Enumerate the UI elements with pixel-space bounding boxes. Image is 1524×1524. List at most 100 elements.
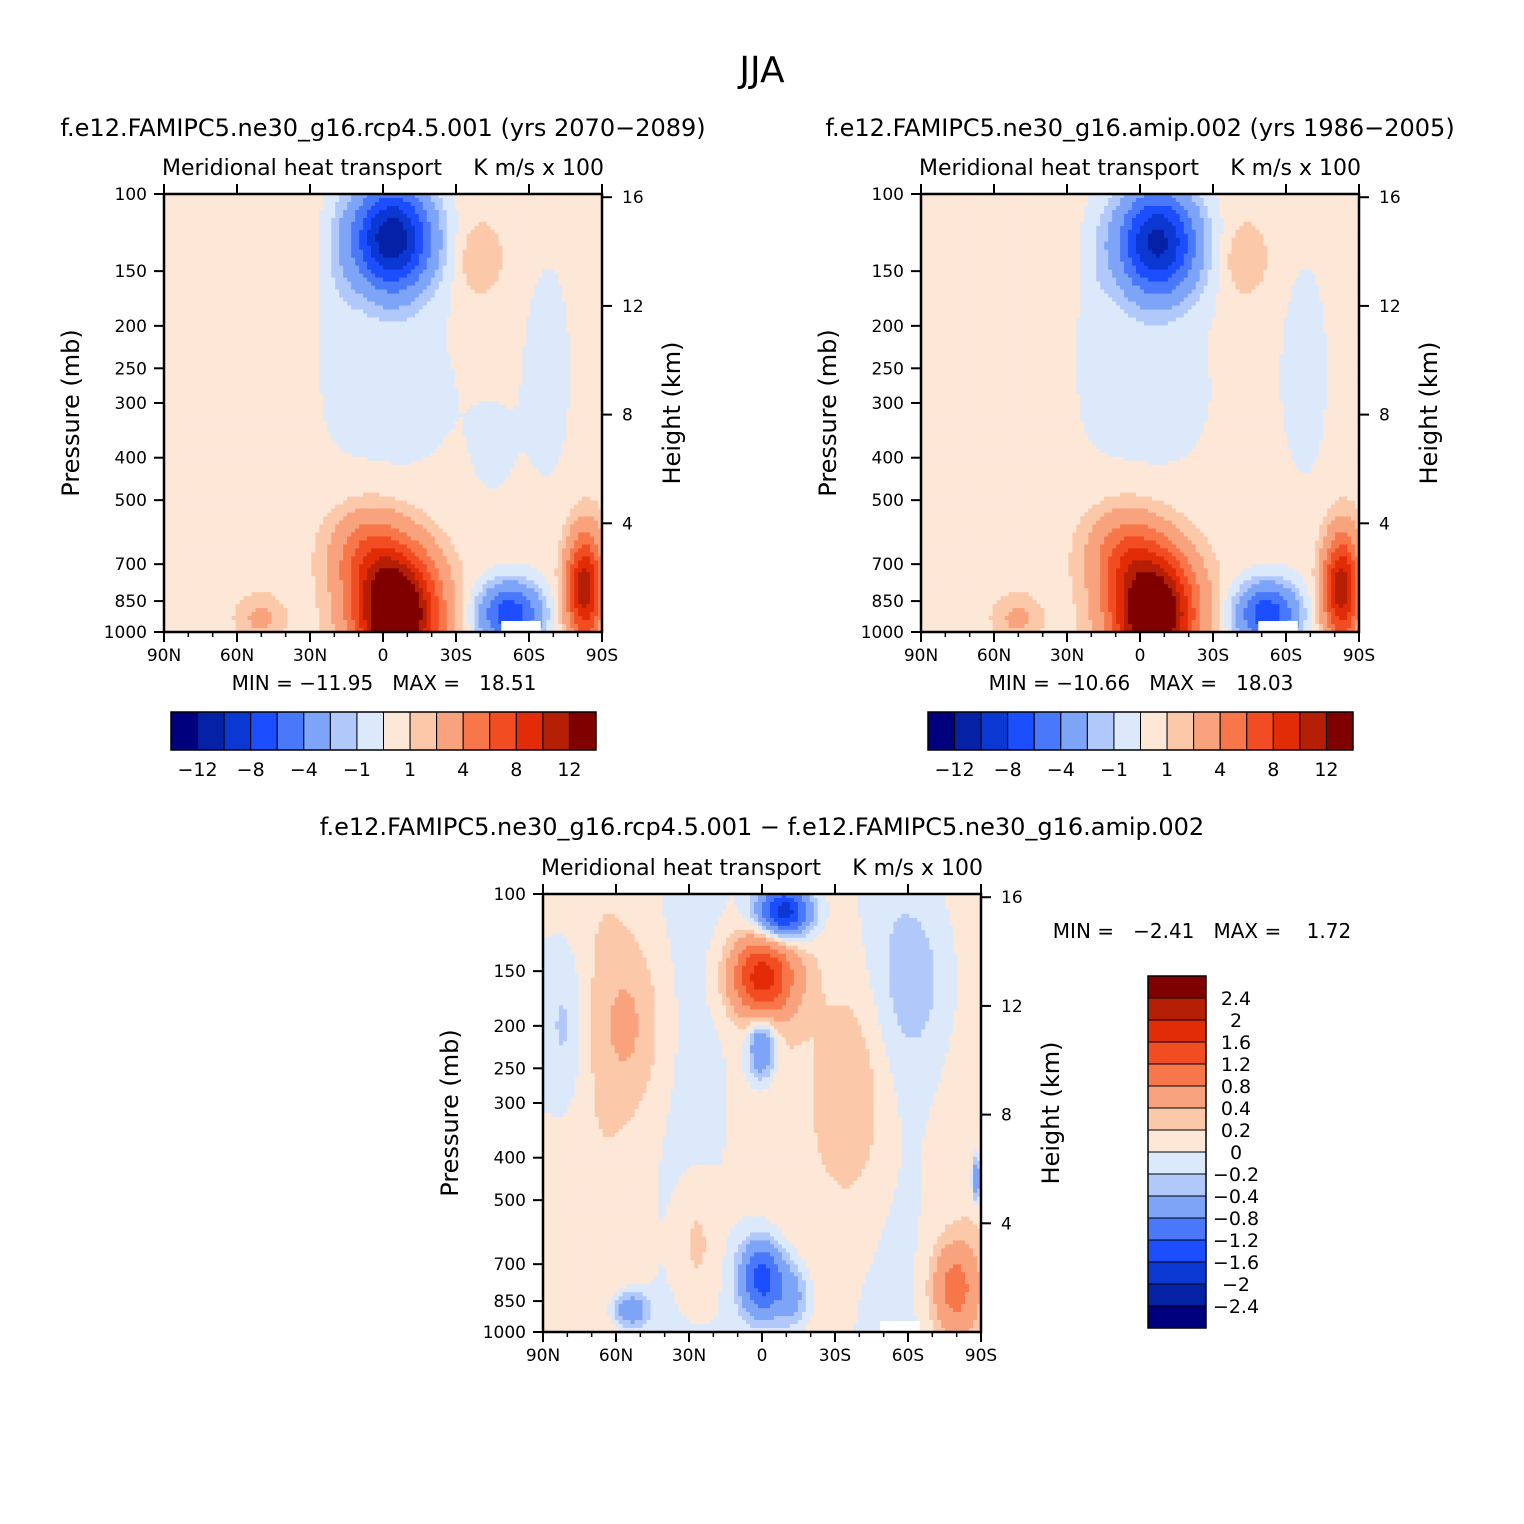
- colorbar-rcp45: −12 −8 −4 −1 1 4 8 12: [170, 711, 597, 781]
- colorbar-swatch: [1147, 975, 1207, 999]
- colorbar-swatch: [927, 711, 956, 751]
- y-tick-label: 700: [494, 1255, 526, 1275]
- colorbar-label: −1.2: [1213, 1230, 1259, 1252]
- x-tick-label: 0: [757, 1346, 768, 1366]
- colorbar-swatch: [223, 711, 252, 751]
- missing-data-mask: [1258, 621, 1298, 632]
- y2-tick-label: 16: [622, 188, 644, 208]
- colorbar-swatch: [1272, 711, 1301, 751]
- colorbar-label: −0.8: [1213, 1208, 1259, 1230]
- contour-fill: [164, 194, 602, 632]
- colorbar-swatch: [276, 711, 305, 751]
- colorbar-swatch: [1147, 1041, 1207, 1065]
- colorbar-swatch: [1147, 1085, 1207, 1109]
- y-tick-label: 1000: [861, 623, 904, 643]
- x-tick-label: 90N: [904, 646, 938, 666]
- y2-tick-label: 4: [622, 514, 633, 534]
- colorbar-amip: −12 −8 −4 −1 1 4 8 12: [927, 711, 1354, 781]
- colorbar-swatch: [515, 711, 544, 751]
- page-title: JJA: [737, 50, 785, 91]
- colorbar-swatch: [383, 711, 411, 751]
- colorbar-swatch: [1219, 711, 1248, 751]
- colorbar-swatch: [1147, 1107, 1207, 1131]
- x-tick-label: 60S: [892, 1346, 924, 1366]
- colorbar-label: 2.4: [1221, 988, 1251, 1010]
- x-tick-label: 0: [1135, 646, 1146, 666]
- panel-title-rcp45: f.e12.FAMIPC5.ne30_g16.rcp4.5.001 (yrs 2…: [60, 114, 705, 142]
- y2-tick-label: 12: [1379, 297, 1401, 317]
- colorbar-swatch: [542, 711, 570, 751]
- colorbar-swatch: [489, 711, 517, 751]
- y-tick-label: 700: [872, 555, 904, 575]
- colorbar-label: 1.6: [1221, 1032, 1251, 1054]
- y2-tick-label: 4: [1001, 1214, 1012, 1234]
- colorbar-swatch: [1113, 711, 1141, 751]
- y2-axis-label: Height (km): [1037, 1042, 1065, 1185]
- y2-tick-label: 8: [1001, 1106, 1012, 1126]
- colorbar-swatch: [170, 711, 199, 751]
- colorbar-swatch: [1033, 711, 1062, 751]
- y-tick-label: 250: [872, 359, 904, 379]
- colorbar-swatch: [1086, 711, 1115, 751]
- colorbar-difference: 2.421.61.20.80.40.20−0.2−0.4−0.8−1.2−1.6…: [1147, 975, 1259, 1329]
- y2-tick-label: 8: [1379, 406, 1390, 426]
- colorbar-label: 0.2: [1221, 1120, 1251, 1142]
- y-tick-label: 400: [494, 1149, 526, 1169]
- y2-tick-label: 4: [1379, 514, 1390, 534]
- y-tick-label: 150: [872, 262, 904, 282]
- y-tick-label: 250: [494, 1059, 526, 1079]
- y-tick-label: 200: [872, 317, 904, 337]
- colorbar-swatch: [1299, 711, 1327, 751]
- colorbar-swatch: [980, 711, 1009, 751]
- y-tick-label: 850: [494, 1292, 526, 1312]
- contour-fill: [543, 894, 981, 1332]
- y2-tick-label: 8: [622, 406, 633, 426]
- subtitle-left-difference: Meridional heat transport: [541, 856, 821, 881]
- x-tick-label: 0: [378, 646, 389, 666]
- colorbar-swatch: [1325, 711, 1354, 751]
- x-tick-label: 60S: [513, 646, 545, 666]
- y-tick-label: 300: [494, 1094, 526, 1114]
- y-tick-label: 250: [115, 359, 147, 379]
- x-tick-label: 30S: [440, 646, 472, 666]
- y2-tick-label: 12: [1001, 997, 1023, 1017]
- colorbar-swatch: [1193, 711, 1221, 751]
- y-tick-label: 500: [115, 491, 147, 511]
- x-tick-label: 90N: [147, 646, 181, 666]
- colorbar-label: −12: [935, 759, 975, 781]
- colorbar-label: −4: [290, 759, 318, 781]
- colorbar-swatch: [1147, 1283, 1207, 1307]
- y-tick-label: 300: [115, 394, 147, 414]
- colorbar-swatch: [1147, 997, 1207, 1021]
- colorbar-label: −1: [343, 759, 371, 781]
- colorbar-swatch: [409, 711, 438, 751]
- colorbar-swatch: [329, 711, 358, 751]
- colorbar-label: −1.6: [1213, 1252, 1259, 1274]
- colorbar-swatch: [303, 711, 331, 751]
- colorbar-swatch: [1147, 1239, 1207, 1263]
- colorbar-label: −2: [1222, 1274, 1250, 1296]
- colorbar-label: 0.8: [1221, 1076, 1251, 1098]
- colorbar-swatch: [1147, 1019, 1207, 1043]
- panel-amip: 90N 60N 30N 0 30S 60S 90S 100 150 200 250 300 400 500…: [814, 184, 1443, 666]
- x-tick-label: 60N: [599, 1346, 633, 1366]
- y-axis-label: Pressure (mb): [57, 329, 85, 496]
- subtitle-right-amip: K m/s x 100: [1230, 156, 1361, 181]
- colorbar-label: 4: [457, 759, 469, 781]
- x-tick-label: 90S: [586, 646, 618, 666]
- y-tick-label: 850: [872, 592, 904, 612]
- colorbar-swatch: [1007, 711, 1035, 751]
- colorbar-label: 8: [510, 759, 522, 781]
- minmax-rcp45: MIN = −11.95 MAX = 18.51: [232, 671, 537, 695]
- y-tick-label: 400: [115, 449, 147, 469]
- x-tick-label: 30S: [1197, 646, 1229, 666]
- y-tick-label: 300: [872, 394, 904, 414]
- colorbar-label: −0.4: [1213, 1186, 1259, 1208]
- y-tick-label: 150: [115, 262, 147, 282]
- x-tick-label: 60N: [220, 646, 254, 666]
- colorbar-label: −4: [1047, 759, 1075, 781]
- colorbar-swatch: [1246, 711, 1274, 751]
- colorbar-swatch: [1166, 711, 1195, 751]
- colorbar-label: 2: [1230, 1010, 1242, 1032]
